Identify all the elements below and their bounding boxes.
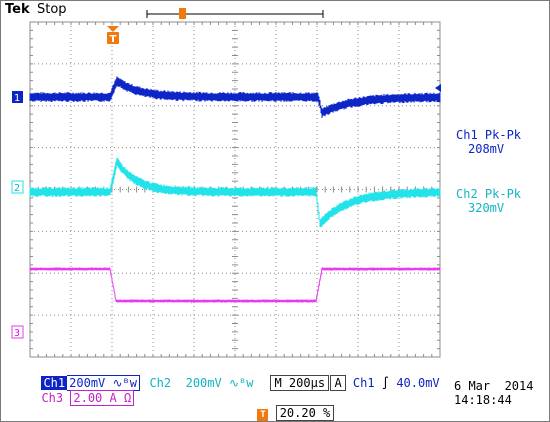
ch1-marker-label: 1 xyxy=(14,93,20,104)
trigger-position-icon: T xyxy=(257,409,269,421)
ch3-unit: Ω xyxy=(123,391,132,405)
date-display: 6 Mar 2014 xyxy=(454,379,534,393)
record-position-bar xyxy=(146,8,324,19)
ch3-scale: 2.00 A xyxy=(73,391,117,405)
timebase-readout[interactable]: M 200µs xyxy=(256,362,330,391)
ch1-measurement-value: 208mV xyxy=(468,142,505,156)
ch3-readout[interactable]: Ch3 2.00 A Ω xyxy=(27,377,135,406)
trigger-marker-label: T xyxy=(110,34,117,45)
ch1-scale: 200mV xyxy=(69,376,106,390)
trigger-position-readout[interactable]: T 20.20 % xyxy=(243,392,335,421)
ch2-measurement-label: Ch2 Pk-Pk xyxy=(456,187,522,201)
ch3-marker-label: 3 xyxy=(14,328,20,339)
ch2-ground-marker[interactable]: 2 xyxy=(11,180,24,194)
ch1-ground-marker[interactable]: 1 xyxy=(12,91,23,104)
ch1-name: Ch1 xyxy=(41,376,68,390)
trigger-level: 40.0mV xyxy=(396,376,440,390)
ch1-readout[interactable]: Ch1 200mV ∿ᴮw xyxy=(27,362,141,391)
record-trigger-icon xyxy=(179,8,186,19)
trigger-mode: A xyxy=(334,376,342,390)
ch3-ground-marker[interactable]: 3 xyxy=(11,325,24,339)
ch2-waveform xyxy=(29,157,441,228)
ch1-waveform xyxy=(29,76,441,119)
acquisition-state: Stop xyxy=(37,2,67,17)
trigger-position-value: 20.20 % xyxy=(275,405,335,421)
timebase-value: 200µs xyxy=(288,376,326,390)
ch2-measurement-value: 320mV xyxy=(468,201,505,215)
ch3-name: Ch3 xyxy=(41,391,64,405)
ch2-marker-label: 2 xyxy=(14,183,20,194)
brand-logo: Tek xyxy=(5,2,30,17)
ch1-measurement-label: Ch1 Pk-Pk xyxy=(456,128,522,142)
ch2-coupling: ∿ᴮw xyxy=(228,376,254,390)
timebase-prefix: M xyxy=(274,376,282,390)
ch3-waveform xyxy=(29,267,441,304)
trigger-position-marker[interactable]: T xyxy=(107,26,119,45)
ch1-coupling: ∿ᴮw xyxy=(112,376,138,390)
ch2-name: Ch2 xyxy=(149,376,172,390)
ch2-readout[interactable]: Ch2 200mV ∿ᴮw xyxy=(135,362,253,390)
ch2-scale: 200mV xyxy=(185,376,222,390)
trigger-level-marker[interactable] xyxy=(435,84,441,92)
trigger-readout[interactable]: A Ch1 ∫ 40.0mV xyxy=(316,362,440,391)
trigger-slope: ∫ xyxy=(381,376,390,390)
time-display: 14:18:44 xyxy=(454,393,512,407)
trigger-source: Ch1 xyxy=(352,376,375,390)
